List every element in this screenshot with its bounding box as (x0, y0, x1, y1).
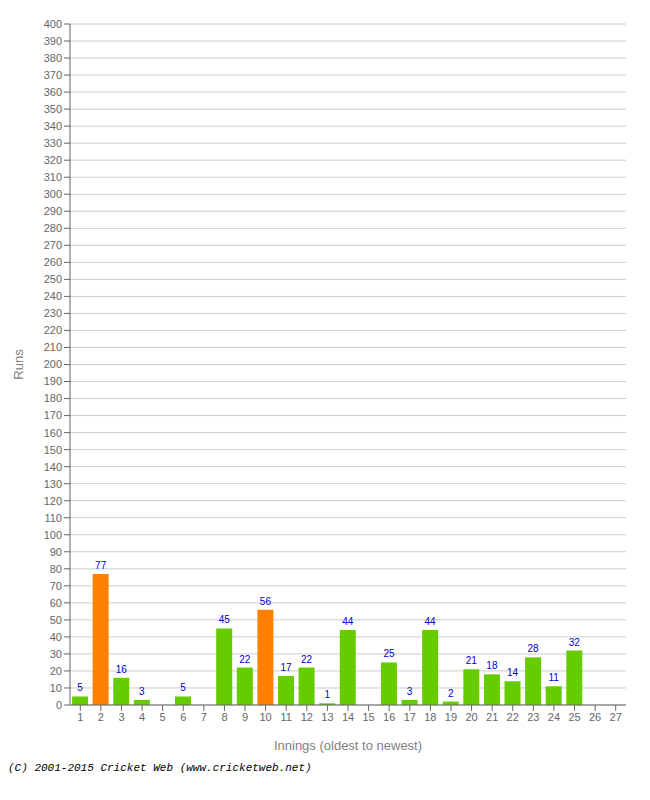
svg-text:45: 45 (219, 614, 231, 625)
svg-text:10: 10 (50, 682, 62, 694)
svg-text:77: 77 (95, 560, 107, 571)
svg-text:12: 12 (301, 711, 313, 723)
svg-text:14: 14 (342, 711, 354, 723)
svg-text:380: 380 (44, 52, 62, 64)
svg-text:21: 21 (466, 655, 478, 666)
svg-text:8: 8 (221, 711, 227, 723)
svg-text:27: 27 (610, 711, 622, 723)
svg-text:18: 18 (486, 660, 498, 671)
svg-text:80: 80 (50, 563, 62, 575)
svg-text:23: 23 (527, 711, 539, 723)
svg-text:250: 250 (44, 273, 62, 285)
svg-text:320: 320 (44, 154, 62, 166)
svg-text:390: 390 (44, 35, 62, 47)
svg-text:150: 150 (44, 444, 62, 456)
svg-text:18: 18 (424, 711, 436, 723)
svg-text:22: 22 (301, 654, 313, 665)
svg-text:270: 270 (44, 239, 62, 251)
svg-text:350: 350 (44, 103, 62, 115)
svg-text:40: 40 (50, 631, 62, 643)
svg-text:11: 11 (548, 672, 559, 683)
svg-text:330: 330 (44, 137, 62, 149)
svg-text:370: 370 (44, 69, 62, 81)
svg-text:3: 3 (139, 686, 145, 697)
svg-text:170: 170 (44, 409, 62, 421)
svg-text:30: 30 (50, 648, 62, 660)
svg-text:180: 180 (44, 392, 62, 404)
svg-text:110: 110 (44, 512, 62, 524)
svg-text:11: 11 (281, 711, 292, 723)
svg-text:25: 25 (568, 711, 580, 723)
svg-text:3: 3 (118, 711, 124, 723)
svg-text:6: 6 (180, 711, 186, 723)
svg-text:44: 44 (342, 616, 354, 627)
svg-text:100: 100 (44, 529, 62, 541)
svg-text:120: 120 (44, 495, 62, 507)
svg-text:9: 9 (242, 711, 248, 723)
svg-text:Innings (oldest to newest): Innings (oldest to newest) (274, 738, 422, 753)
svg-text:56: 56 (260, 596, 272, 607)
svg-text:1: 1 (324, 689, 330, 700)
svg-text:5: 5 (77, 682, 83, 693)
svg-text:5: 5 (180, 682, 186, 693)
svg-text:10: 10 (260, 711, 272, 723)
svg-text:300: 300 (44, 188, 62, 200)
svg-text:90: 90 (50, 546, 62, 558)
svg-text:210: 210 (44, 341, 62, 353)
svg-text:25: 25 (383, 648, 395, 659)
svg-text:21: 21 (486, 711, 498, 723)
svg-text:230: 230 (44, 307, 62, 319)
svg-text:130: 130 (44, 478, 62, 490)
svg-text:1: 1 (77, 711, 83, 723)
svg-text:260: 260 (44, 256, 62, 268)
svg-text:15: 15 (362, 711, 374, 723)
svg-text:32: 32 (569, 637, 581, 648)
svg-text:17: 17 (280, 662, 292, 673)
svg-text:7: 7 (201, 711, 207, 723)
svg-text:26: 26 (589, 711, 601, 723)
svg-text:220: 220 (44, 324, 62, 336)
svg-text:70: 70 (50, 580, 62, 592)
svg-text:400: 400 (44, 18, 62, 30)
svg-text:16: 16 (383, 711, 395, 723)
svg-text:13: 13 (321, 711, 333, 723)
svg-text:19: 19 (445, 711, 457, 723)
svg-text:4: 4 (139, 711, 145, 723)
svg-text:0: 0 (56, 699, 62, 711)
svg-text:Runs: Runs (11, 349, 26, 380)
svg-text:14: 14 (507, 667, 519, 678)
svg-text:240: 240 (44, 290, 62, 302)
svg-text:280: 280 (44, 222, 62, 234)
svg-text:50: 50 (50, 614, 62, 626)
svg-text:340: 340 (44, 120, 62, 132)
svg-text:28: 28 (528, 643, 540, 654)
svg-text:60: 60 (50, 597, 62, 609)
svg-text:2: 2 (448, 688, 454, 699)
svg-text:5: 5 (160, 711, 166, 723)
svg-text:20: 20 (465, 711, 477, 723)
svg-text:44: 44 (425, 616, 437, 627)
svg-text:24: 24 (548, 711, 560, 723)
html-text:(C) 2001-2015 Cricket Web (www: (C) 2001-2015 Cricket Web (www.cricketwe… (8, 762, 312, 774)
svg-text:310: 310 (44, 171, 62, 183)
svg-text:160: 160 (44, 427, 62, 439)
svg-text:140: 140 (44, 461, 62, 473)
svg-text:22: 22 (239, 654, 251, 665)
svg-text:200: 200 (44, 358, 62, 370)
svg-text:360: 360 (44, 86, 62, 98)
svg-text:20: 20 (50, 665, 62, 677)
svg-text:16: 16 (116, 664, 128, 675)
svg-text:290: 290 (44, 205, 62, 217)
svg-text:2: 2 (98, 711, 104, 723)
svg-text:17: 17 (404, 711, 416, 723)
svg-text:3: 3 (407, 686, 413, 697)
svg-text:190: 190 (44, 375, 62, 387)
svg-text:22: 22 (507, 711, 519, 723)
